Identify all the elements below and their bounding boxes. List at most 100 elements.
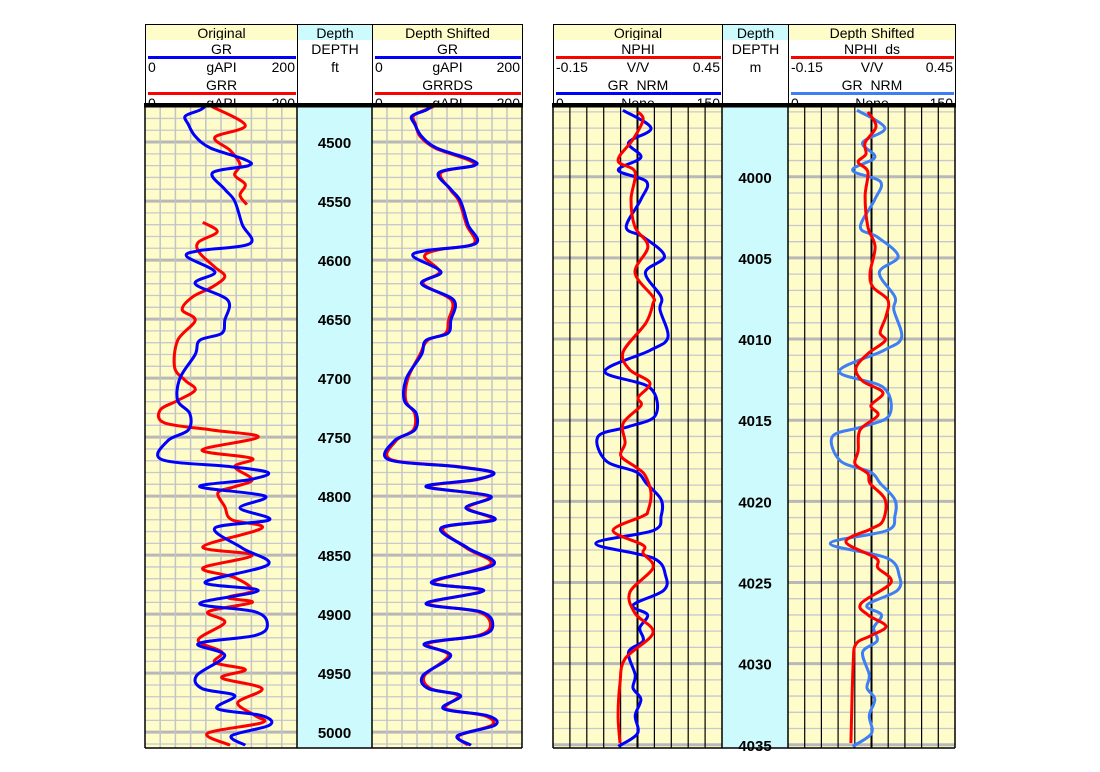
track-title: Depth Shifted [788, 24, 956, 41]
scale-min: 0 [556, 95, 564, 106]
curve-gr-nrm [594, 108, 670, 748]
scale-min: 0 [375, 59, 383, 75]
curve-gr [156, 107, 274, 747]
scale-unit: None [621, 95, 655, 106]
scale-min: 0 [148, 95, 156, 106]
depth-mnemonic: DEPTH [731, 41, 780, 57]
curve-legend-line [148, 56, 296, 59]
curve-scale: 0 gAPI 200 [146, 95, 297, 106]
depth-label: 4750 [318, 430, 351, 447]
curve-legend-line [791, 56, 954, 59]
curve-gr-nrm [828, 108, 904, 748]
scale-min: 0 [375, 95, 383, 106]
depth-label: 4800 [318, 489, 351, 506]
curve-name: GR [437, 41, 458, 57]
scale-max: 150 [929, 95, 953, 106]
curve-legend-line [556, 56, 721, 59]
curve-track [144, 107, 297, 748]
header-separator [552, 103, 956, 108]
scale-max: 0.45 [925, 59, 953, 75]
track-title: Depth Shifted [372, 24, 523, 41]
curve-legend-line [556, 92, 721, 95]
scale-min: 0 [791, 95, 799, 106]
curve-legend-line [375, 92, 521, 95]
depth-label: 4025 [738, 575, 771, 592]
log-panel-1: 4000 4005 4010 4015 4020 4025 4030 4035 [552, 103, 956, 755]
curve-name: GR_NRM [841, 77, 903, 93]
curve-nphi [611, 110, 657, 744]
depth-label: 4500 [318, 135, 351, 152]
scale-max: 200 [496, 59, 520, 75]
depth-label: 4020 [738, 494, 771, 511]
scale-min: -0.15 [556, 59, 588, 75]
depth-header: DEPTH ft [297, 40, 373, 106]
scale-unit: gAPI [206, 59, 237, 75]
depth-label: 4650 [318, 312, 351, 329]
track-grid [788, 107, 955, 748]
curve-header: GR 0 gAPI 200 GRR 0 gAPI 200 [145, 40, 298, 106]
curve-track [787, 107, 955, 748]
curve-name: GR [211, 41, 232, 57]
scale-min: 0 [148, 59, 156, 75]
depth-label: 4850 [318, 548, 351, 565]
curve-legend-line [375, 56, 521, 59]
depth-label: 4030 [738, 657, 771, 674]
curve-name: GR_NRM [607, 77, 669, 93]
depth-label: 4550 [318, 194, 351, 211]
depth-label: 4010 [738, 332, 771, 349]
curve-track [371, 107, 522, 748]
curve-name: GRR [205, 77, 238, 93]
scale-max: 150 [696, 95, 720, 106]
curve-track [552, 107, 722, 748]
scale-unit: V/V [860, 59, 884, 75]
track-background [297, 107, 372, 748]
depth-label: 4600 [318, 253, 351, 270]
depth-label: 4015 [738, 413, 771, 430]
curve-header: NPHI_ds -0.15 V/V 0.45 GR_NRM 0 None 150 [788, 40, 956, 106]
curve-scale: 0 gAPI 200 [146, 59, 297, 75]
depth-label: 4000 [738, 170, 771, 187]
scale-max: 200 [271, 59, 295, 75]
scale-max: 200 [496, 95, 520, 106]
scale-unit: gAPI [206, 95, 237, 106]
scale-min: -0.15 [791, 59, 823, 75]
curve-scale: 0 None 150 [554, 95, 722, 106]
curve-scale: 0 gAPI 200 [373, 59, 522, 75]
depth-track: 4000 4005 4010 4015 4020 4025 4030 4035 [721, 107, 788, 755]
curve-header: NPHI -0.15 V/V 0.45 GR_NRM 0 None 150 [553, 40, 723, 106]
curve-grr [211, 107, 249, 206]
curve-legend-line [148, 92, 296, 95]
curve-header: GR 0 gAPI 200 GRRDS 0 gAPI 200 [372, 40, 523, 106]
scale-unit: V/V [626, 59, 650, 75]
depth-mnemonic: DEPTH [311, 41, 359, 57]
scale-max: 200 [271, 95, 295, 106]
depth-header: DEPTH m [722, 40, 789, 106]
depth-label: 5000 [318, 725, 351, 742]
curve-legend-line [791, 92, 954, 95]
depth-label: 4900 [318, 607, 351, 624]
curve-gr [383, 107, 499, 747]
curve-scale: 0 gAPI 200 [373, 95, 522, 106]
log-panel-0: 4500 4550 4600 4650 4700 4750 4800 4850 4900 4950… [144, 103, 523, 749]
scale-unit: None [855, 95, 889, 106]
scale-max: 0.45 [692, 59, 720, 75]
scale-unit: gAPI [432, 95, 463, 106]
depth-track: 4500 4550 4600 4650 4700 4750 4800 4850 4900 4950… [296, 107, 372, 748]
curve-name: GRRDS [422, 77, 473, 93]
depth-unit: ft [331, 59, 339, 75]
depth-label: 4950 [318, 666, 351, 683]
header-separator [144, 103, 523, 108]
curve-name: NPHI [621, 41, 655, 57]
depth-label: 4700 [318, 371, 351, 388]
curve-name: NPHI_ds [843, 41, 901, 57]
depth-label: 4035 [738, 738, 771, 755]
depth-label: 4005 [738, 251, 771, 268]
curve-scale: -0.15 V/V 0.45 [789, 59, 955, 75]
scale-unit: gAPI [432, 59, 463, 75]
curve-scale: -0.15 V/V 0.45 [554, 59, 722, 75]
curve-nphi-ds [844, 111, 893, 744]
track-background [722, 107, 788, 748]
curve-scale: 0 None 150 [789, 95, 955, 106]
depth-unit: m [749, 59, 762, 75]
